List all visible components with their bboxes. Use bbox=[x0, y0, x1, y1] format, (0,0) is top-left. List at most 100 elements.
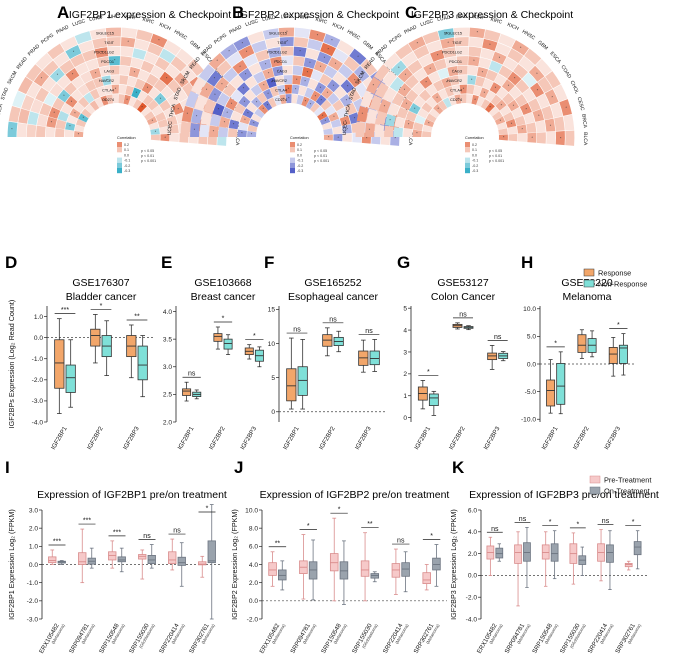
heat-cell bbox=[414, 114, 426, 125]
heat-cell bbox=[383, 87, 397, 103]
heat-star: * bbox=[354, 117, 356, 121]
heat-cell bbox=[159, 126, 170, 135]
heat-cell bbox=[454, 37, 469, 47]
legend-swatch bbox=[465, 142, 470, 148]
box-body bbox=[90, 328, 101, 347]
heat-star: * bbox=[406, 102, 408, 106]
heat-star: * bbox=[325, 119, 327, 123]
heat-star: * bbox=[295, 87, 297, 91]
heat-cell bbox=[262, 28, 280, 40]
y-tick-label: -2.0 bbox=[27, 598, 39, 605]
heat-cell bbox=[26, 82, 41, 99]
y-tick-label: 15 bbox=[268, 307, 276, 314]
heat-star: * bbox=[452, 69, 454, 73]
heat-star: * bbox=[296, 78, 298, 82]
heat-cell bbox=[480, 99, 491, 110]
heat-cell bbox=[154, 56, 170, 71]
heat-cell bbox=[269, 56, 283, 68]
heat-cell bbox=[323, 128, 333, 135]
heat-star: * bbox=[231, 102, 233, 106]
heat-cell bbox=[304, 87, 315, 99]
legend-value: -0.3 bbox=[472, 169, 478, 173]
heatmap-cancer-label: KIRC bbox=[142, 17, 155, 26]
heat-cell bbox=[324, 105, 336, 116]
heat-cell bbox=[522, 72, 537, 88]
heatmap-row-label: PDCD1LG2 bbox=[94, 51, 114, 55]
legend-pvalue: p < 0.05 bbox=[314, 149, 327, 153]
heat-star: * bbox=[384, 104, 386, 108]
heat-cell bbox=[498, 134, 508, 141]
heat-cell bbox=[413, 67, 428, 82]
legend-pvalue: p < 0.01 bbox=[489, 154, 502, 158]
heat-cell bbox=[35, 87, 49, 103]
heat-cell bbox=[403, 119, 415, 130]
heat-cell bbox=[85, 58, 99, 71]
heat-cell bbox=[397, 67, 413, 83]
y-tick-label: 1.0 bbox=[29, 544, 38, 551]
heat-cell bbox=[532, 109, 545, 122]
heat-cell bbox=[123, 94, 131, 105]
legend-label: Non-Response bbox=[598, 280, 647, 289]
heat-star: * bbox=[551, 96, 553, 100]
heat-cell bbox=[473, 85, 483, 96]
heat-cell bbox=[554, 116, 565, 132]
heat-star: * bbox=[550, 124, 552, 128]
legend-value: -0.2 bbox=[472, 164, 478, 168]
significance-label: ns bbox=[329, 316, 337, 323]
significance-label: ns bbox=[494, 334, 502, 341]
heat-cell bbox=[524, 48, 542, 65]
heat-cell bbox=[59, 59, 75, 75]
heat-star: * bbox=[489, 43, 491, 47]
heat-cell bbox=[301, 66, 314, 78]
heat-cell bbox=[503, 111, 515, 122]
y-tick-label: 4.0 bbox=[249, 562, 258, 569]
legend-swatch bbox=[465, 157, 470, 163]
legend-swatch bbox=[583, 268, 595, 277]
box-body bbox=[401, 562, 410, 577]
heat-cell bbox=[466, 84, 475, 95]
heatmap-cancer-label: KIRP bbox=[473, 14, 486, 21]
heat-cell bbox=[495, 99, 507, 111]
heat-star: * bbox=[354, 78, 356, 82]
heatmap-cancer-label: KIRP bbox=[298, 14, 311, 21]
heat-cell bbox=[467, 65, 479, 76]
heat-cell bbox=[559, 99, 572, 116]
heat-cell bbox=[279, 37, 294, 47]
heatmap-legend: Correlation 0.20.10.0 -0.1-0.2-0.3 p < 0.05… bbox=[465, 136, 504, 174]
heat-cell bbox=[320, 99, 332, 111]
heatmap-cancer-label: COAD bbox=[559, 64, 572, 80]
box-body bbox=[633, 541, 642, 556]
heat-cell bbox=[291, 94, 298, 104]
heat-cell bbox=[49, 67, 65, 83]
panel-letter-g: G bbox=[397, 253, 410, 272]
heatmap-row-label: PDCD1 bbox=[274, 60, 287, 64]
heat-cell bbox=[220, 43, 238, 60]
heatmap-cancer-label: UCEC bbox=[0, 121, 1, 136]
y-tick-label: -4.0 bbox=[32, 419, 44, 426]
heat-cell bbox=[530, 82, 545, 98]
heatmap-cancer-label: THCA bbox=[344, 103, 353, 118]
heat-cell bbox=[476, 66, 489, 78]
heat-cell bbox=[403, 128, 413, 137]
chart-subtitle: Bladder cancer bbox=[66, 291, 137, 303]
heat-star: * bbox=[164, 136, 166, 140]
y-tick-label: 1.0 bbox=[34, 314, 43, 321]
heat-cell bbox=[56, 74, 71, 89]
boxplot-e: GSE103668 Breast cancer 2.0 2.5 3.0 3.5 4.0 ns I… bbox=[163, 277, 264, 451]
heat-star: * bbox=[239, 65, 241, 69]
heat-cell bbox=[262, 67, 275, 80]
heatmap-cancer-label: PCPG bbox=[213, 32, 228, 45]
category-label: IGF2BP3 bbox=[122, 425, 141, 451]
box-body bbox=[618, 344, 628, 364]
heat-cell bbox=[92, 37, 108, 49]
heat-cell bbox=[166, 93, 180, 107]
heat-cell bbox=[222, 83, 237, 98]
heat-cell bbox=[433, 58, 447, 71]
heat-cell bbox=[89, 88, 100, 100]
heat-cell bbox=[17, 122, 27, 137]
heat-cell bbox=[118, 94, 125, 104]
heat-cell bbox=[285, 94, 292, 104]
y-tick-label: -2.0 bbox=[247, 616, 259, 623]
heat-cell bbox=[518, 56, 535, 72]
significance-label: *** bbox=[61, 307, 69, 314]
